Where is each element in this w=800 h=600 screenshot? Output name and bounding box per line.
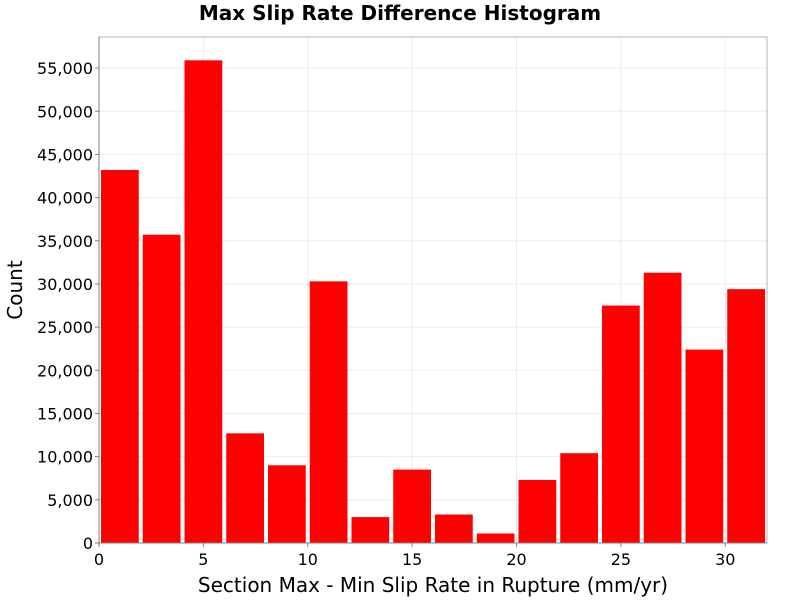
histogram-bar-11 <box>518 479 557 543</box>
y-tick-label: 55,000 <box>37 59 93 78</box>
x-tick-label: 25 <box>611 550 631 569</box>
histogram-bar-5 <box>268 465 306 543</box>
x-axis-label: Section Max - Min Slip Rate in Rupture (… <box>198 573 668 597</box>
histogram-bar-16 <box>727 289 765 543</box>
histogram-bar-15 <box>685 349 724 543</box>
y-tick-label: 20,000 <box>37 361 93 380</box>
y-tick-label: 50,000 <box>37 102 93 121</box>
histogram-bar-9 <box>435 514 473 543</box>
x-tick-label: 20 <box>506 550 526 569</box>
y-tick-label: 5,000 <box>47 491 93 510</box>
histogram-bar-4 <box>226 433 264 543</box>
histogram-bar-3 <box>184 60 223 543</box>
y-axis-label: Count <box>3 260 27 320</box>
histogram-bar-2 <box>142 234 181 544</box>
histogram-bar-6 <box>309 281 348 543</box>
y-tick-label: 15,000 <box>37 404 93 423</box>
x-tick-label: 10 <box>298 550 318 569</box>
histogram-bar-13 <box>602 305 640 543</box>
axes: 0 5,000 10,000 15,000 20,000 25,000 30,000 35,0… <box>37 37 767 569</box>
x-tick-label: 15 <box>402 550 422 569</box>
x-tick-label: 30 <box>715 550 735 569</box>
histogram-bar-7 <box>351 517 390 543</box>
y-tick-label: 35,000 <box>37 232 93 251</box>
y-tick-label: 45,000 <box>37 145 93 164</box>
chart-title: Max Slip Rate Difference Histogram <box>199 1 601 25</box>
x-tick-label: 5 <box>198 550 208 569</box>
y-tick-label: 0 <box>83 534 93 553</box>
bars <box>101 60 765 544</box>
histogram-bar-10 <box>476 533 515 543</box>
y-tick-label: 25,000 <box>37 318 93 337</box>
histogram-bar-12 <box>560 453 598 543</box>
y-tick-label: 30,000 <box>37 275 93 294</box>
histogram-bar-14 <box>643 272 682 543</box>
histogram-bar-8 <box>393 469 431 543</box>
y-tick-label: 10,000 <box>37 448 93 467</box>
y-tick-label: 40,000 <box>37 189 93 208</box>
x-tick-label: 0 <box>94 550 104 569</box>
histogram-bar-1 <box>101 169 139 543</box>
